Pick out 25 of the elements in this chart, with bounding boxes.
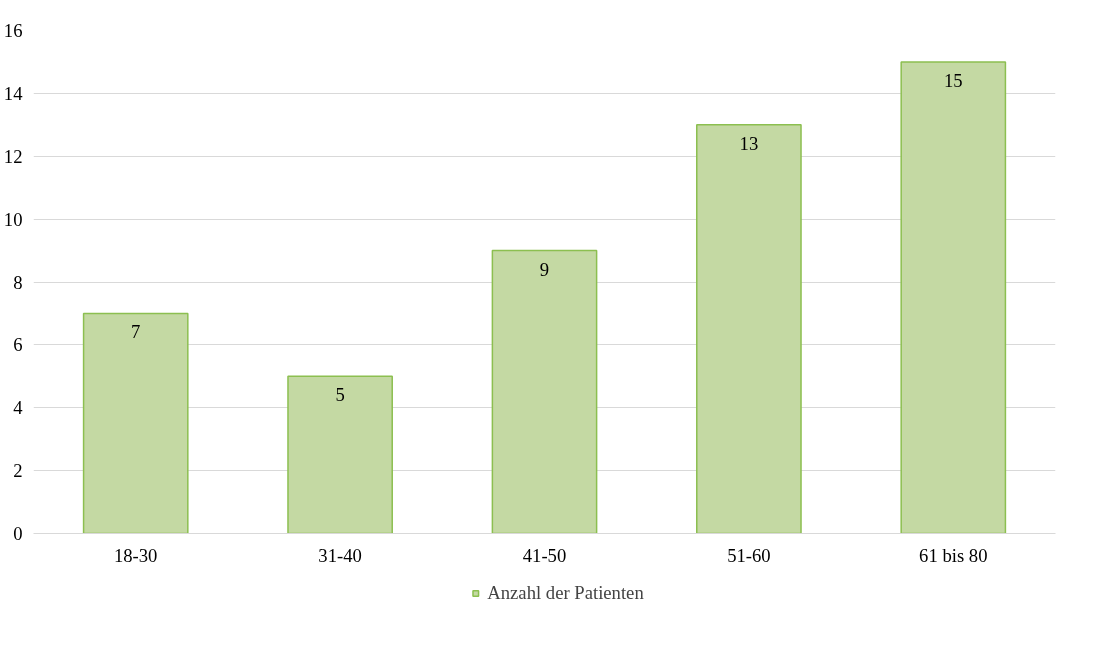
data-label: 5 bbox=[335, 384, 345, 406]
y-tick-label: 0 bbox=[13, 523, 23, 544]
bar bbox=[900, 61, 1007, 534]
bar bbox=[287, 375, 393, 534]
x-tick-label: 18-30 bbox=[113, 544, 158, 566]
y-tick-label: 14 bbox=[3, 82, 24, 104]
bar bbox=[491, 249, 598, 534]
y-tick-label: 2 bbox=[13, 460, 23, 482]
y-tick-label: 10 bbox=[3, 208, 23, 230]
y-tick-label: 16 bbox=[3, 20, 23, 41]
data-label: 15 bbox=[943, 69, 963, 91]
bar bbox=[82, 312, 189, 534]
y-tick-label: 8 bbox=[13, 271, 23, 293]
x-tick-label: 61 bis 80 bbox=[919, 544, 988, 566]
y-tick-label: 6 bbox=[13, 334, 23, 356]
x-tick-label: 31-40 bbox=[318, 544, 362, 566]
y-tick-label: 4 bbox=[13, 397, 24, 419]
x-tick-label: 51-60 bbox=[727, 544, 771, 566]
x-tick-label: 41-50 bbox=[522, 544, 567, 566]
data-label: 7 bbox=[131, 321, 141, 343]
legend-label: Anzahl der Patienten bbox=[487, 582, 644, 604]
y-tick-label: 12 bbox=[3, 145, 23, 167]
data-label: 9 bbox=[539, 258, 550, 280]
bar bbox=[696, 124, 802, 534]
data-label: 13 bbox=[739, 132, 759, 154]
